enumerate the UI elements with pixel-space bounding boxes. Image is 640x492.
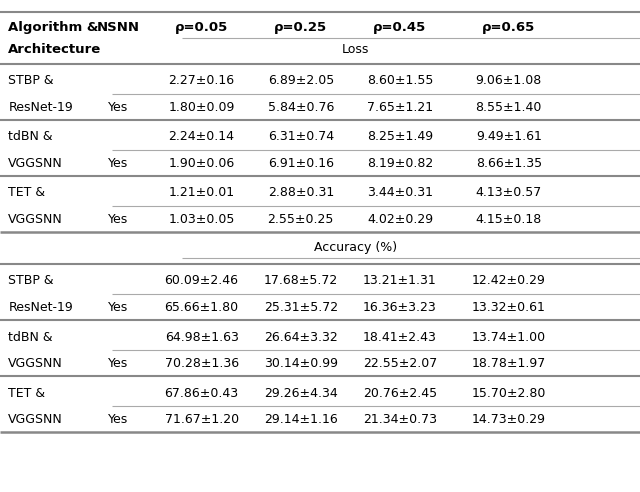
Text: 30.14±0.99: 30.14±0.99 — [264, 357, 338, 370]
Text: 18.78±1.97: 18.78±1.97 — [472, 357, 546, 370]
Text: NSNN: NSNN — [97, 21, 140, 34]
Text: 18.41±2.43: 18.41±2.43 — [363, 331, 437, 343]
Text: 5.84±0.76: 5.84±0.76 — [268, 100, 334, 114]
Text: Yes: Yes — [108, 156, 129, 170]
Text: STBP &: STBP & — [8, 275, 54, 287]
Text: 8.66±1.35: 8.66±1.35 — [476, 156, 542, 170]
Text: 14.73±0.29: 14.73±0.29 — [472, 413, 546, 426]
Text: VGGSNN: VGGSNN — [8, 213, 63, 226]
Text: TET &: TET & — [8, 387, 45, 400]
Text: Yes: Yes — [108, 100, 129, 114]
Text: 29.26±4.34: 29.26±4.34 — [264, 387, 338, 400]
Text: 15.70±2.80: 15.70±2.80 — [472, 387, 546, 400]
Text: 6.89±2.05: 6.89±2.05 — [268, 74, 334, 87]
Text: 1.03±0.05: 1.03±0.05 — [168, 213, 235, 226]
Text: 25.31±5.72: 25.31±5.72 — [264, 301, 338, 314]
Text: STBP &: STBP & — [8, 74, 54, 87]
Text: 70.28±1.36: 70.28±1.36 — [164, 357, 239, 370]
Text: Yes: Yes — [108, 213, 129, 226]
Text: 67.86±0.43: 67.86±0.43 — [164, 387, 239, 400]
Text: 8.60±1.55: 8.60±1.55 — [367, 74, 433, 87]
Text: 9.06±1.08: 9.06±1.08 — [476, 74, 542, 87]
Text: 9.49±1.61: 9.49±1.61 — [476, 130, 541, 143]
Text: tdBN &: tdBN & — [8, 331, 53, 343]
Text: Yes: Yes — [108, 301, 129, 314]
Text: Architecture: Architecture — [8, 43, 102, 56]
Text: 13.74±1.00: 13.74±1.00 — [472, 331, 546, 343]
Text: 20.76±2.45: 20.76±2.45 — [363, 387, 437, 400]
Text: Algorithm &: Algorithm & — [8, 21, 99, 34]
Text: 60.09±2.46: 60.09±2.46 — [164, 275, 239, 287]
Text: TET &: TET & — [8, 186, 45, 199]
Text: 8.25±1.49: 8.25±1.49 — [367, 130, 433, 143]
Text: 13.21±1.31: 13.21±1.31 — [363, 275, 437, 287]
Text: VGGSNN: VGGSNN — [8, 413, 63, 426]
Text: 1.90±0.06: 1.90±0.06 — [168, 156, 235, 170]
Text: ResNet-19: ResNet-19 — [8, 301, 73, 314]
Text: 71.67±1.20: 71.67±1.20 — [164, 413, 239, 426]
Text: 1.80±0.09: 1.80±0.09 — [168, 100, 235, 114]
Text: 4.15±0.18: 4.15±0.18 — [476, 213, 542, 226]
Text: 2.55±0.25: 2.55±0.25 — [268, 213, 334, 226]
Text: 17.68±5.72: 17.68±5.72 — [264, 275, 338, 287]
Text: 7.65±1.21: 7.65±1.21 — [367, 100, 433, 114]
Text: ρ=0.45: ρ=0.45 — [373, 21, 427, 34]
Text: Accuracy (%): Accuracy (%) — [314, 241, 397, 254]
Text: 13.32±0.61: 13.32±0.61 — [472, 301, 546, 314]
Text: 2.24±0.14: 2.24±0.14 — [168, 130, 235, 143]
Text: 8.19±0.82: 8.19±0.82 — [367, 156, 433, 170]
Text: 65.66±1.80: 65.66±1.80 — [164, 301, 239, 314]
Text: 2.27±0.16: 2.27±0.16 — [168, 74, 235, 87]
Text: VGGSNN: VGGSNN — [8, 156, 63, 170]
Text: 21.34±0.73: 21.34±0.73 — [363, 413, 437, 426]
Text: 64.98±1.63: 64.98±1.63 — [164, 331, 239, 343]
Text: Yes: Yes — [108, 357, 129, 370]
Text: 4.02±0.29: 4.02±0.29 — [367, 213, 433, 226]
Text: VGGSNN: VGGSNN — [8, 357, 63, 370]
Text: Loss: Loss — [342, 43, 369, 56]
Text: 22.55±2.07: 22.55±2.07 — [363, 357, 437, 370]
Text: 2.88±0.31: 2.88±0.31 — [268, 186, 334, 199]
Text: ρ=0.25: ρ=0.25 — [274, 21, 328, 34]
Text: 4.13±0.57: 4.13±0.57 — [476, 186, 542, 199]
Text: 12.42±0.29: 12.42±0.29 — [472, 275, 546, 287]
Text: ρ=0.65: ρ=0.65 — [482, 21, 536, 34]
Text: 8.55±1.40: 8.55±1.40 — [476, 100, 542, 114]
Text: 29.14±1.16: 29.14±1.16 — [264, 413, 338, 426]
Text: 6.31±0.74: 6.31±0.74 — [268, 130, 334, 143]
Text: ResNet-19: ResNet-19 — [8, 100, 73, 114]
Text: 6.91±0.16: 6.91±0.16 — [268, 156, 334, 170]
Text: 3.44±0.31: 3.44±0.31 — [367, 186, 433, 199]
Text: tdBN &: tdBN & — [8, 130, 53, 143]
Text: 26.64±3.32: 26.64±3.32 — [264, 331, 338, 343]
Text: 16.36±3.23: 16.36±3.23 — [363, 301, 437, 314]
Text: ρ=0.05: ρ=0.05 — [175, 21, 228, 34]
Text: Yes: Yes — [108, 413, 129, 426]
Text: 1.21±0.01: 1.21±0.01 — [168, 186, 235, 199]
